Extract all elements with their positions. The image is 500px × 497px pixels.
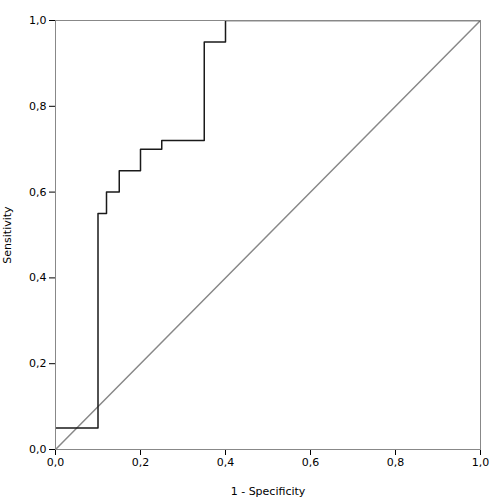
svg-text:0,2: 0,2 — [29, 357, 47, 370]
svg-text:0,0: 0,0 — [29, 443, 47, 456]
svg-text:1,0: 1,0 — [472, 456, 490, 469]
svg-text:0,8: 0,8 — [29, 100, 47, 113]
svg-text:0,0: 0,0 — [47, 456, 65, 469]
svg-text:0,6: 0,6 — [302, 456, 320, 469]
svg-text:0,4: 0,4 — [217, 456, 235, 469]
svg-text:0,4: 0,4 — [29, 271, 47, 284]
svg-text:0,6: 0,6 — [29, 186, 47, 199]
svg-text:Sensitivity: Sensitivity — [1, 206, 14, 264]
svg-text:1 - Specificity: 1 - Specificity — [231, 485, 306, 497]
svg-text:1,0: 1,0 — [29, 14, 47, 27]
svg-text:0,2: 0,2 — [132, 456, 150, 469]
svg-text:0,8: 0,8 — [387, 456, 405, 469]
